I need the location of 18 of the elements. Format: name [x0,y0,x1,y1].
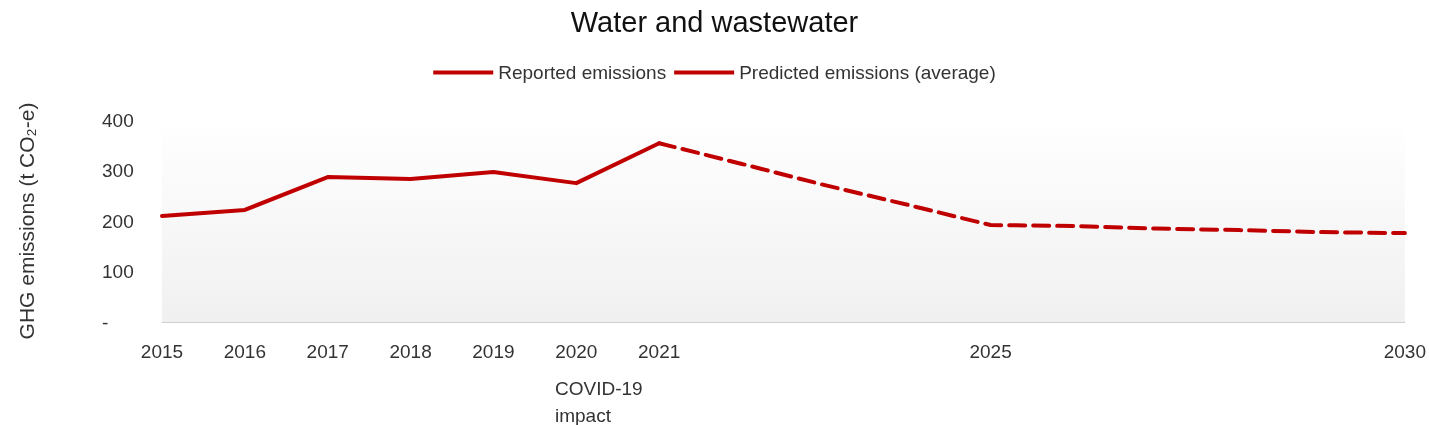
x-tick-label: 2021 [638,341,681,362]
y-tick-label: 200 [102,210,134,232]
y-axis-title: GHG emissions (t CO₂-e) [15,102,38,340]
x-tick-label: 2019 [472,341,515,362]
y-tick-label: 400 [102,109,134,131]
x-tick-label: 2015 [140,341,184,362]
x-tick-label: 2018 [389,341,432,362]
legend-label: Reported emissions [498,62,667,83]
x-tick-label: 2016 [223,341,266,362]
legend-label: Predicted emissions (average) [739,62,996,83]
y-tick-label: 100 [102,261,134,282]
x-tick-label: 2017 [306,341,349,362]
y-tick-label: 300 [102,160,134,181]
x-tick-label: 2025 [969,341,1012,362]
x-tick-label: 2020 [555,341,598,362]
y-tick-label: - [102,311,109,333]
chart-title: Water and wastewater [570,5,859,38]
x-tick-label: 2030 [1383,341,1427,362]
